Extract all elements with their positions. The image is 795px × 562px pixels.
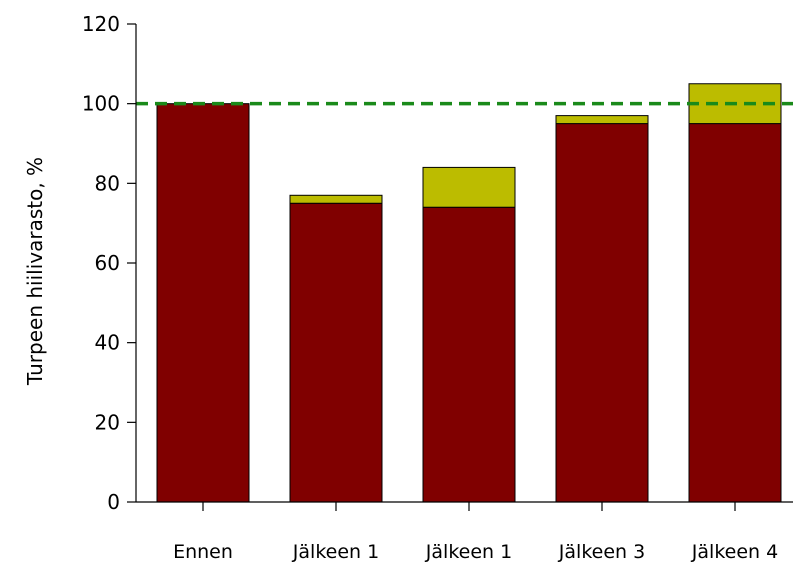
- bars: [156, 83, 782, 503]
- bar-segment-base: [289, 202, 383, 503]
- y-tick-label: 0: [107, 490, 120, 514]
- bar-segment-top: [555, 115, 649, 125]
- y-tick-label: 120: [82, 12, 120, 36]
- y-tick-label: 60: [95, 251, 120, 275]
- y-tick-label: 80: [95, 171, 120, 195]
- bar-segment-base: [156, 103, 250, 503]
- x-axis-ticks: Ennen Jälkeen 1 Jälkeen 1 Jälkeen 3 Jälkeen …: [173, 502, 778, 562]
- bar-segment-top: [289, 194, 383, 204]
- x-category-label: Jälkeen 1: [425, 541, 512, 562]
- x-category-label: Jälkeen 1: [292, 541, 379, 562]
- bar-segment-base: [688, 123, 782, 503]
- y-tick-label: 100: [82, 92, 120, 116]
- bar-segment-base: [555, 123, 649, 503]
- y-tick-label: 20: [95, 410, 120, 434]
- bar-segment-top: [422, 166, 516, 208]
- y-axis-ticks: 0 20 40 60 80 100 120: [82, 12, 136, 514]
- y-axis-title: Turpeen hiilivarasto, %: [23, 157, 47, 386]
- x-category-label: Jälkeen 4: [691, 541, 778, 562]
- x-category-label: Ennen: [173, 541, 233, 562]
- bar-segment-base: [422, 206, 516, 503]
- y-tick-label: 40: [95, 331, 120, 355]
- x-category-label: Jälkeen 3: [558, 541, 645, 562]
